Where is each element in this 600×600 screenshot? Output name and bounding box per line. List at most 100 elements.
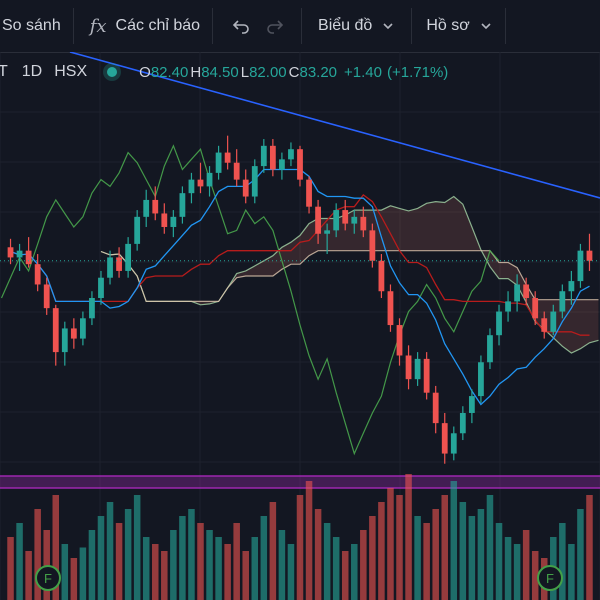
candle-body [260,145,267,167]
candle-body [188,179,195,194]
exchange-label: HSX [54,63,88,80]
volume-bar [351,544,358,600]
undo-button[interactable] [213,0,259,52]
earnings-marker-label: F [44,571,52,586]
band-fill [0,476,600,488]
candle-body [297,149,303,180]
volume-bar [323,523,331,600]
toolbar-divider [212,8,214,44]
change-value: +1.40 [344,63,382,81]
compare-button[interactable]: So sánh [0,0,73,52]
volume-bar [296,495,304,600]
candle-body [233,162,240,180]
candle-body [396,325,403,356]
indicators-label: Các chỉ báo [115,17,201,34]
candle-body [568,281,575,292]
candle-body [333,210,340,231]
earnings-marker-icon [35,565,61,591]
volume-bar [441,495,448,600]
indicators-button[interactable]: fx Các chỉ báo [74,0,212,52]
candle-body [215,152,222,173]
candle-body [414,358,421,380]
volume-bar [586,495,593,600]
candle-body [423,358,430,393]
compare-label: So sánh [2,17,61,34]
candle-body [61,328,68,353]
base-line [10,193,590,336]
candle-body [89,298,95,319]
volume-bar [513,544,521,600]
top-toolbar: So sánh fx Các chỉ báo Biểu đồ Hồ sơ [0,0,600,53]
volume-bar [215,537,222,600]
open-label: O [139,63,151,81]
volume-bar [486,495,494,600]
candle-body [206,172,213,187]
candle-body [432,392,439,424]
candle-body [288,149,294,160]
volume-bar [97,516,105,600]
candle-body [179,193,186,217]
volume-bar [179,516,186,600]
candle-body [468,396,475,413]
symbol-name[interactable]: T [0,63,8,80]
candle-body [306,179,312,207]
candle-body [478,362,484,397]
volume-bar [16,523,23,600]
candle-body [98,277,104,298]
volume-bar [559,523,566,600]
candle-body [342,210,349,224]
chevron-down-icon [383,23,393,30]
volume-bar [206,530,213,600]
candle-body [7,247,14,258]
ichimoku-cloud [101,196,599,353]
volume-bar [52,495,60,600]
toolbar-divider [72,8,74,44]
candle-body [79,318,86,339]
candle-body [116,257,122,271]
redo-icon [267,20,284,34]
volume-bar [269,502,277,600]
volume-bar [43,530,50,600]
interval-label: 1D [21,63,43,80]
fx-icon: fx [89,15,107,37]
volume-bar [577,509,584,600]
volume-bar [423,523,430,600]
candle-body [324,230,331,234]
volume-bar [79,547,87,600]
volume-bar [251,537,259,600]
chevron-down-icon [481,23,491,30]
candle-body [125,243,132,271]
chart-type-button[interactable]: Biểu đồ [302,0,411,52]
candle-body [487,335,493,363]
redo-button[interactable] [259,0,301,52]
candle-body [550,311,557,332]
descending-trendline [69,52,600,199]
volume-bar [61,544,69,600]
volume-bar [34,509,41,600]
candle-body [70,328,77,339]
volume-bar [242,551,249,600]
volume-bar [332,537,340,600]
volume-bar [314,509,322,600]
candle-body [523,284,530,298]
volume-bar [450,481,458,600]
candle-body [459,412,466,434]
candle-body [251,166,258,197]
volume-bar [188,509,195,600]
volume-bar [124,509,132,600]
profile-button[interactable]: Hồ sơ [412,0,504,52]
volume-bar [360,530,367,600]
candle-body [143,199,150,217]
candle-body [161,213,168,227]
toolbar-divider [301,8,303,44]
candle-body [496,311,502,336]
volume-bar [405,474,412,600]
volume-bar [477,509,485,600]
volume-bar [568,544,575,600]
volume-bar [25,551,32,600]
candle-body [405,355,412,380]
candle-body [107,257,113,278]
candle-body [224,152,231,163]
profile-label: Hồ sơ [426,17,470,34]
